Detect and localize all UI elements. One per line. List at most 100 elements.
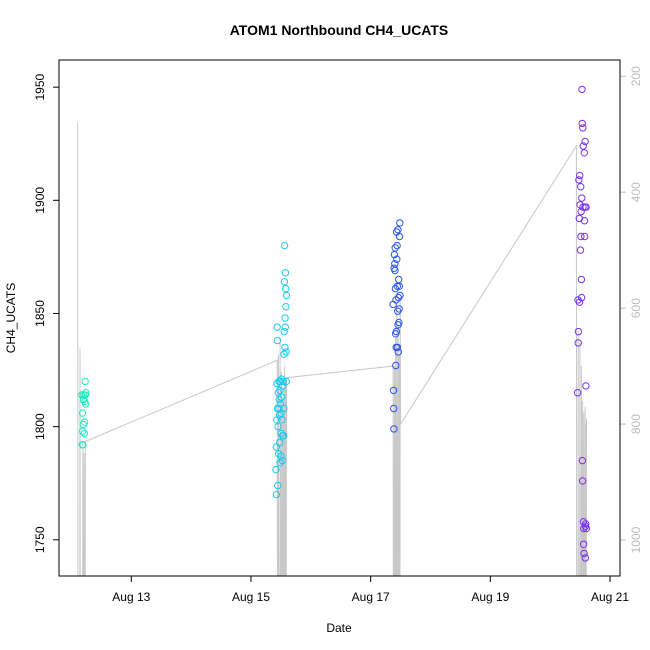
data-point-series-2 (273, 336, 282, 345)
data-point-series-3 (390, 425, 398, 433)
data-point-series-1 (79, 441, 87, 449)
data-point-series-1 (80, 418, 89, 426)
data-point-series-3 (391, 266, 399, 275)
data-point-series-2 (280, 278, 289, 286)
data-point-series-3 (389, 386, 398, 395)
data-point-series-3 (396, 219, 404, 227)
data-point-series-4 (579, 540, 588, 548)
data-point-series-2 (282, 303, 290, 311)
x-tick-label: Aug 13 (112, 590, 150, 604)
data-point-series-3 (393, 255, 401, 263)
data-point-series-4 (582, 203, 590, 211)
data-point-series-3 (390, 404, 398, 413)
data-point-series-4 (575, 298, 584, 306)
data-point-series-1 (81, 400, 90, 408)
data-point-series-2 (281, 269, 290, 277)
data-point-series-4 (578, 194, 586, 202)
data-point-series-4 (577, 207, 585, 216)
data-point-series-2 (281, 314, 289, 322)
data-point-series-2 (281, 343, 289, 352)
data-point-series-4 (580, 217, 589, 225)
y2-tick-label: 400 (629, 182, 643, 202)
data-point-series-2 (275, 411, 284, 419)
x-tick-label: Aug 21 (591, 590, 629, 604)
data-point-series-2 (273, 323, 281, 331)
data-point-series-2 (274, 422, 282, 431)
data-point-series-3 (392, 327, 401, 336)
data-point-series-4 (579, 203, 587, 211)
data-point-series-2 (280, 404, 288, 413)
data-point-series-4 (581, 554, 589, 562)
data-point-series-2 (274, 450, 283, 458)
data-point-series-4 (578, 119, 586, 128)
y2-tick-label: 600 (629, 298, 643, 318)
data-point-series-4 (580, 549, 588, 558)
data-point-series-3 (395, 282, 403, 290)
data-point-series-3 (395, 232, 404, 241)
data-point-series-4 (577, 275, 586, 284)
data-point-series-4 (580, 149, 588, 157)
data-point-series-2 (277, 393, 286, 401)
data-point-series-2 (282, 377, 290, 386)
data-point-series-3 (391, 284, 400, 293)
data-point-series-2 (272, 465, 280, 474)
data-point-series-4 (579, 142, 587, 150)
data-point-series-3 (395, 305, 403, 313)
data-point-series-4 (580, 524, 588, 533)
data-point-series-1 (80, 429, 89, 438)
data-point-series-4 (578, 85, 586, 94)
data-point-series-3 (394, 293, 403, 302)
data-point-series-2 (278, 416, 286, 424)
data-point-series-2 (282, 348, 290, 356)
data-point-series-4 (582, 520, 590, 528)
data-points-layer (78, 85, 590, 562)
data-point-series-4 (581, 137, 589, 146)
data-point-series-1 (78, 409, 87, 417)
data-point-series-4 (577, 293, 586, 302)
data-point-series-3 (394, 348, 402, 356)
data-point-series-3 (394, 226, 402, 234)
plot-frame (58, 59, 621, 577)
data-point-series-2 (279, 432, 288, 440)
data-point-series-4 (577, 232, 585, 241)
y2-tick-label: 200 (629, 66, 643, 86)
data-point-series-2 (277, 452, 285, 460)
y2-tick-label: 800 (629, 414, 643, 434)
y2-tick-label: 1000 (629, 526, 643, 553)
data-point-series-4 (574, 339, 582, 347)
data-point-series-2 (272, 490, 281, 499)
data-point-series-4 (574, 327, 583, 336)
data-point-series-3 (395, 318, 403, 327)
data-point-series-2 (280, 327, 288, 336)
data-point-series-4 (576, 171, 584, 180)
data-point-series-2 (276, 400, 284, 408)
data-point-series-1 (82, 389, 90, 397)
data-point-series-4 (578, 477, 587, 485)
data-point-series-2 (276, 438, 284, 447)
data-point-series-2 (281, 323, 289, 331)
y-tick-label: 1800 (33, 413, 47, 440)
x-tick-label: Aug 19 (471, 590, 509, 604)
data-point-series-2 (280, 241, 289, 250)
data-point-series-2 (278, 382, 287, 390)
data-point-series-1 (78, 391, 86, 399)
data-point-series-3 (393, 343, 402, 352)
data-point-series-4 (573, 389, 582, 397)
y-axis-label: CH4_UCATS (4, 283, 18, 353)
data-point-series-3 (392, 361, 400, 370)
data-point-series-2 (274, 481, 282, 490)
data-point-series-4 (579, 124, 587, 132)
data-point-series-4 (575, 176, 583, 184)
data-point-series-4 (582, 524, 590, 533)
data-point-series-1 (81, 377, 89, 386)
data-point-series-4 (576, 246, 585, 254)
data-point-series-4 (578, 456, 587, 465)
data-point-series-2 (280, 350, 288, 358)
x-tick-label: Aug 17 (352, 590, 390, 604)
x-tick-label: Aug 15 (232, 590, 270, 604)
chart-title: ATOM1 Northbound CH4_UCATS (230, 22, 449, 38)
axes-layer: Aug 13 Aug 15 Aug 17 Aug 19 Aug 21 1750 1800 18… (33, 66, 643, 604)
y-tick-label: 1950 (33, 73, 47, 100)
y-tick-label: 1750 (33, 526, 47, 553)
